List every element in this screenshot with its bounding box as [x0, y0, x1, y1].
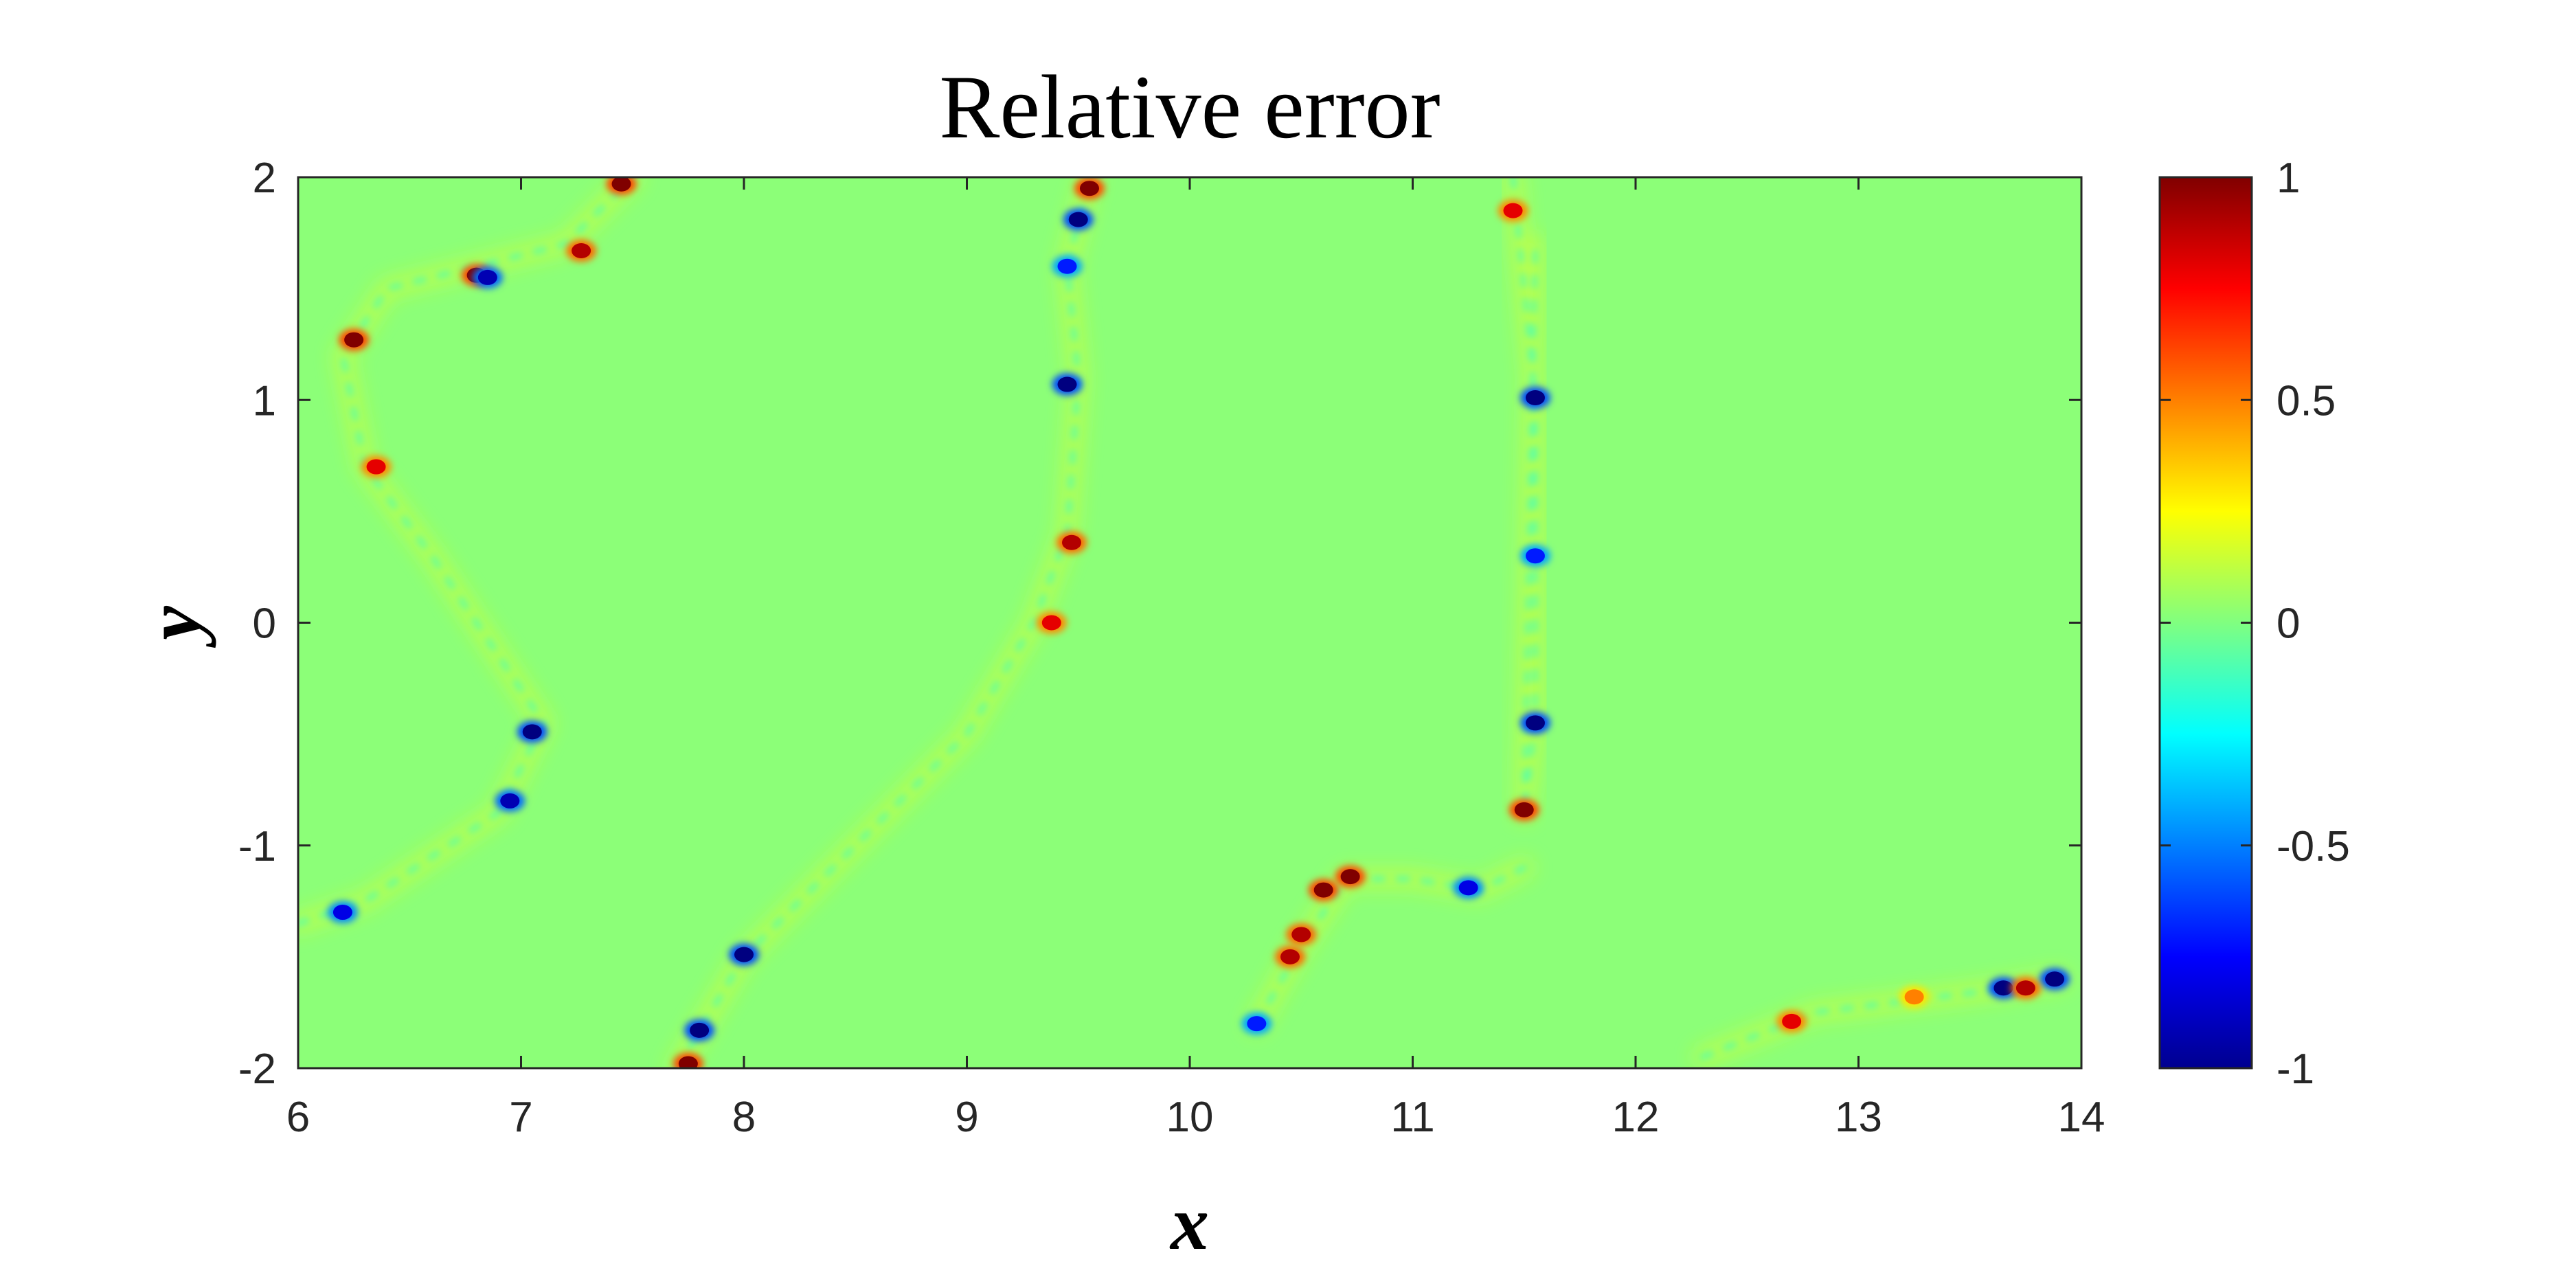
error-spot	[1247, 1016, 1267, 1032]
error-spot	[522, 724, 542, 740]
error-spot	[1514, 802, 1534, 817]
error-spot	[572, 243, 591, 259]
error-spot	[477, 269, 497, 285]
colorbar-tick-label: 0	[2276, 600, 2300, 648]
y-tick-label: -1	[238, 823, 276, 870]
y-axis-label: y	[131, 605, 216, 648]
chart-title: Relative error	[939, 56, 1440, 157]
error-spot	[1041, 615, 1061, 631]
error-spot	[1313, 882, 1333, 898]
error-spot	[2015, 980, 2035, 996]
x-tick-label: 14	[2058, 1094, 2105, 1141]
x-tick-label: 13	[1835, 1094, 1882, 1141]
error-spot	[1057, 258, 1077, 274]
error-front-line	[298, 177, 635, 926]
y-tick-label: 1	[253, 377, 276, 425]
heatmap-background	[298, 177, 2081, 1068]
error-spot	[500, 793, 520, 809]
error-spot	[1525, 715, 1545, 731]
error-spot	[1062, 534, 1082, 550]
error-spot	[678, 1056, 698, 1068]
error-spot	[1079, 181, 1099, 196]
x-tick-label: 6	[286, 1094, 310, 1141]
error-spot	[1782, 1013, 1802, 1029]
y-axis: -2 -1 0 1 2	[238, 155, 2081, 1093]
x-axis: 6 7 8 9 10 11 12 13 14	[286, 177, 2105, 1141]
x-tick-label: 7	[509, 1094, 532, 1141]
x-tick-label: 9	[955, 1094, 978, 1141]
colorbar-tick-label: -0.5	[2276, 823, 2350, 870]
x-tick-label: 11	[1390, 1094, 1434, 1141]
error-front-line	[675, 177, 1092, 1068]
error-spot	[366, 459, 386, 475]
error-spot	[1280, 949, 1300, 964]
error-spot	[1525, 548, 1545, 564]
error-spot	[332, 905, 352, 920]
error-spot	[1904, 989, 1924, 1005]
error-spot	[344, 332, 364, 348]
colorbar-tick-label: 1	[2276, 155, 2300, 202]
error-spot	[1458, 880, 1478, 896]
colorbar-tick-label: -1	[2276, 1046, 2314, 1093]
x-tick-label: 10	[1166, 1094, 1214, 1141]
error-spot	[1525, 390, 1545, 406]
y-tick-label: 2	[253, 155, 276, 202]
error-spot	[1068, 212, 1088, 227]
y-tick-label: 0	[253, 600, 276, 648]
error-spot	[734, 947, 754, 962]
error-spot	[1057, 376, 1077, 392]
error-spot	[611, 177, 631, 192]
error-spot	[1340, 869, 1360, 885]
x-tick-label: 12	[1612, 1094, 1660, 1141]
error-spot	[1503, 203, 1523, 218]
error-spot	[1993, 980, 2013, 996]
y-tick-label: -2	[238, 1046, 276, 1093]
plot-area	[297, 176, 2083, 1070]
colorbar-gradient	[2158, 176, 2253, 1070]
error-spot	[2045, 971, 2065, 987]
heatmap-layer	[298, 177, 2070, 1068]
colorbar-tick-label: 0.5	[2276, 377, 2336, 425]
error-spot	[690, 1022, 710, 1038]
x-axis-label: x	[1169, 1181, 1209, 1266]
x-tick-label: 8	[732, 1094, 756, 1141]
colorbar: -1 -0.5 0 0.5 1	[2158, 155, 2350, 1093]
colorbar-ticks: -1 -0.5 0 0.5 1	[2160, 155, 2350, 1093]
error-spot	[1291, 927, 1311, 942]
